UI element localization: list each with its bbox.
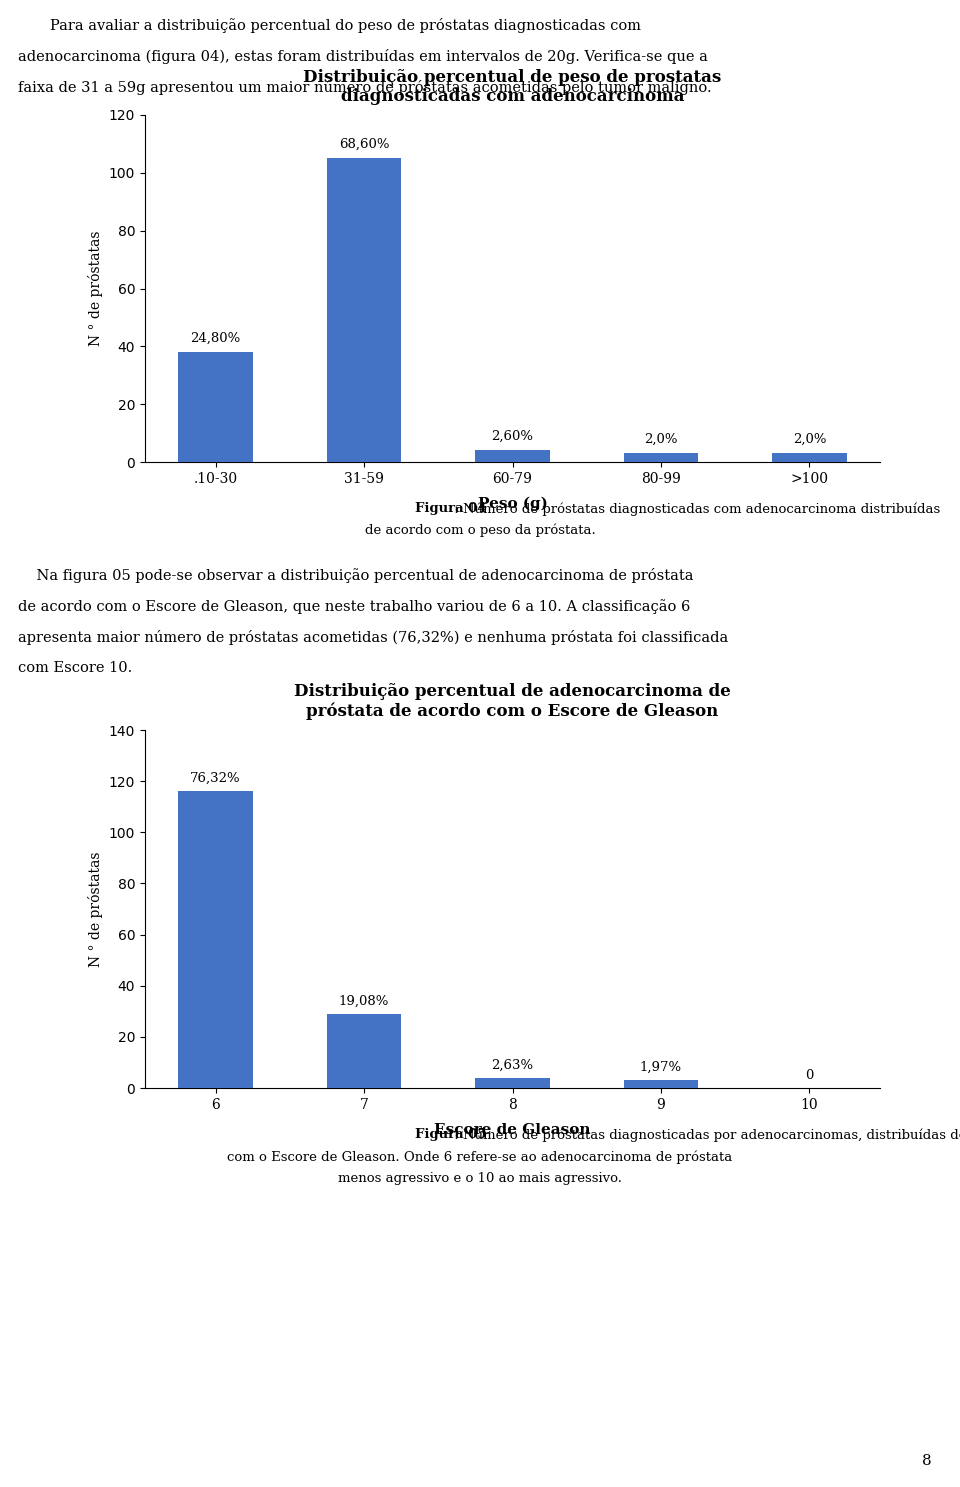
- Bar: [475, 451, 550, 462]
- Text: de acordo com o peso da próstata.: de acordo com o peso da próstata.: [365, 523, 595, 537]
- Y-axis label: N ° de próstatas: N ° de próstatas: [88, 851, 104, 967]
- Bar: [773, 454, 847, 462]
- Text: 2,0%: 2,0%: [793, 433, 827, 446]
- Text: faixa de 31 a 59g apresentou um maior número de próstatas acometidas pelo tumor : faixa de 31 a 59g apresentou um maior nú…: [18, 80, 711, 95]
- Text: 2,0%: 2,0%: [644, 433, 678, 446]
- Text: 2,63%: 2,63%: [492, 1059, 534, 1071]
- Text: 68,60%: 68,60%: [339, 138, 389, 152]
- Title: Distribuição percentual de peso de prostatas
diagnosticadas com adenocarcinoma: Distribuição percentual de peso de prost…: [303, 68, 722, 106]
- Bar: [327, 159, 401, 462]
- Text: Para avaliar a distribuição percentual do peso de próstatas diagnosticadas com: Para avaliar a distribuição percentual d…: [50, 18, 641, 33]
- Text: 19,08%: 19,08%: [339, 995, 389, 1008]
- X-axis label: Peso (g): Peso (g): [477, 497, 547, 512]
- Bar: [475, 1078, 550, 1088]
- Bar: [327, 1014, 401, 1088]
- Text: Figura 05: Figura 05: [415, 1129, 487, 1141]
- Bar: [624, 1081, 698, 1088]
- Text: 24,80%: 24,80%: [190, 332, 241, 345]
- Text: : Número de próstatas diagnosticadas por adenocarcinomas, distribuídas de acordo: : Número de próstatas diagnosticadas por…: [416, 1129, 960, 1142]
- Text: de acordo com o Escore de Gleason, que neste trabalho variou de 6 a 10. A classi: de acordo com o Escore de Gleason, que n…: [18, 599, 690, 614]
- Text: com Escore 10.: com Escore 10.: [18, 662, 132, 675]
- Text: 1,97%: 1,97%: [640, 1060, 682, 1074]
- Text: com o Escore de Gleason. Onde 6 refere-se ao adenocarcinoma de próstata: com o Escore de Gleason. Onde 6 refere-s…: [228, 1149, 732, 1163]
- Text: Na figura 05 pode-se observar a distribuição percentual de adenocarcinoma de pró: Na figura 05 pode-se observar a distribu…: [18, 568, 693, 583]
- Bar: [179, 352, 252, 462]
- Text: Figura 04: Figura 04: [415, 503, 487, 515]
- Bar: [624, 454, 698, 462]
- Bar: [179, 791, 252, 1088]
- Text: adenocarcinoma (figura 04), estas foram distribuídas em intervalos de 20g. Verif: adenocarcinoma (figura 04), estas foram …: [18, 49, 708, 64]
- Text: 76,32%: 76,32%: [190, 772, 241, 785]
- Title: Distribuição percentual de adenocarcinoma de
próstata de acordo com o Escore de : Distribuição percentual de adenocarcinom…: [294, 683, 731, 720]
- Y-axis label: N ° de próstatas: N ° de próstatas: [88, 230, 104, 346]
- Text: 0: 0: [805, 1069, 814, 1081]
- Text: 2,60%: 2,60%: [492, 430, 534, 443]
- Text: menos agressivo e o 10 ao mais agressivo.: menos agressivo e o 10 ao mais agressivo…: [338, 1172, 622, 1185]
- X-axis label: Escore de Gleason: Escore de Gleason: [434, 1123, 590, 1138]
- Text: 8: 8: [922, 1454, 931, 1468]
- Text: : Número de próstatas diagnosticadas com adenocarcinoma distribuídas: : Número de próstatas diagnosticadas com…: [416, 503, 940, 516]
- Text: apresenta maior número de próstatas acometidas (76,32%) e nenhuma próstata foi c: apresenta maior número de próstatas acom…: [18, 630, 729, 645]
